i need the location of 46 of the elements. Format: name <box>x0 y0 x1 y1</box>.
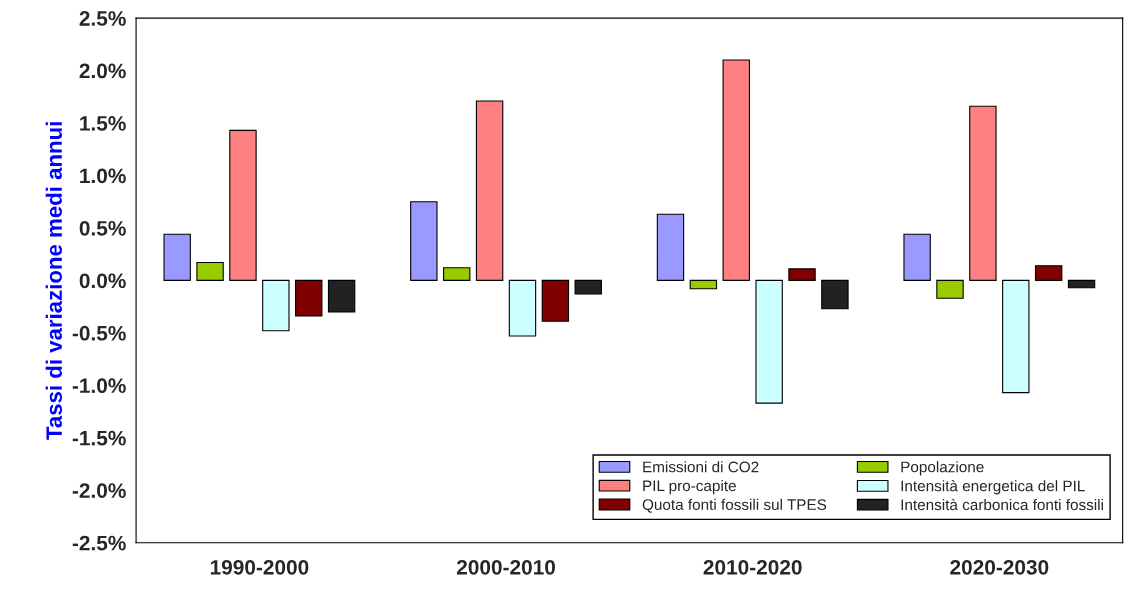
bar <box>755 279 783 404</box>
legend-label: Popolazione <box>901 461 984 476</box>
bar <box>1034 265 1063 281</box>
y-tick-label: 0.0% <box>79 273 126 289</box>
y-tick-label: 1.5% <box>80 116 126 131</box>
x-tick-label: 1990-2000 <box>210 559 309 575</box>
bar <box>327 279 356 313</box>
bar <box>1002 279 1030 394</box>
legend-label: Emissioni di CO2 <box>643 461 759 473</box>
bar <box>936 279 964 299</box>
bar <box>229 129 257 281</box>
bar <box>969 105 997 281</box>
bar <box>196 262 224 281</box>
x-tick-label: 2010-2020 <box>703 559 802 575</box>
bar <box>410 201 438 281</box>
y-tick-label: -1.0% <box>72 378 126 394</box>
x-tick-label: 2000-2010 <box>456 559 556 575</box>
legend-label: PIL pro-capite <box>643 479 736 495</box>
bar <box>163 233 191 281</box>
bar <box>1067 279 1096 289</box>
bar <box>574 279 602 295</box>
bar <box>508 279 537 337</box>
bar <box>475 100 504 281</box>
bar <box>295 279 323 317</box>
y-tick-label: 1.0% <box>80 168 126 184</box>
legend-label: Intensità energetica del PIL <box>901 479 1085 495</box>
y-tick-label: 2.5% <box>79 11 126 26</box>
y-tick-label: 0.5% <box>79 220 126 236</box>
legend-label: Intensità carbonica fonti fossili <box>901 498 1103 511</box>
bar <box>541 279 570 322</box>
y-tick-label: -2.0% <box>72 483 126 498</box>
legend-label: Quota fonti fossili sul TPES <box>642 498 827 513</box>
y-tick-label: 2.0% <box>79 63 126 79</box>
bar <box>722 59 750 281</box>
y-axis-title: Tassi di variazione medi annui <box>45 122 62 440</box>
bar <box>262 279 290 332</box>
bar <box>656 213 685 281</box>
x-tick-label: 2020-2030 <box>950 559 1049 575</box>
bar <box>443 267 471 281</box>
bar <box>689 279 718 290</box>
y-tick-label: -0.5% <box>72 325 126 341</box>
y-tick-label: -1.5% <box>72 430 126 446</box>
bar <box>903 233 931 281</box>
bar <box>821 279 849 310</box>
y-tick-label: -2.5% <box>72 535 126 551</box>
bar <box>788 268 816 281</box>
